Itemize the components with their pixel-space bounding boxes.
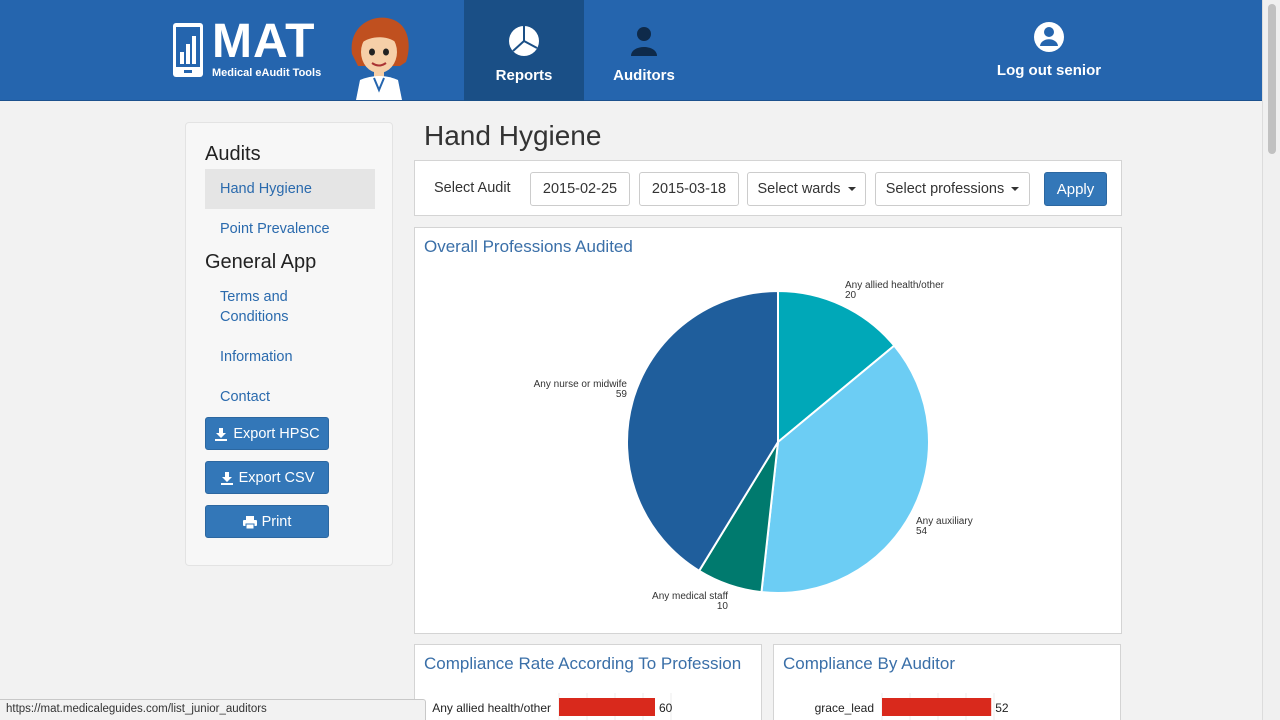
auditor-compliance-title: Compliance By Auditor <box>783 654 955 673</box>
select-wards-label: Select wards <box>757 181 841 197</box>
pie-slice-label: Any medical staff <box>652 591 728 602</box>
download-icon <box>220 471 233 485</box>
sidebar-heading-general-app: General App <box>205 251 317 273</box>
bar-value-label: 52 <box>995 701 1009 715</box>
filter-bar: Select Audit 2015-02-25 2015-03-18 Selec… <box>414 160 1122 216</box>
start-date-input[interactable]: 2015-02-25 <box>530 172 630 206</box>
nurse-mascot-icon <box>351 17 409 100</box>
user-circle-icon <box>1034 22 1064 52</box>
pie-chart-title: Overall Professions Audited <box>424 237 633 256</box>
auditor-compliance-chart: grace_lead 52 <box>815 693 1009 720</box>
nav-reports[interactable]: Reports <box>464 0 584 101</box>
download-icon <box>215 427 228 441</box>
nav-auditors-label: Auditors <box>613 67 675 84</box>
sidebar-item-terms[interactable]: Terms and <box>220 289 288 305</box>
page-scrollbar[interactable] <box>1262 0 1280 720</box>
pie-slice-value: 54 <box>916 526 928 537</box>
end-date-input[interactable]: 2015-03-18 <box>639 172 739 206</box>
select-wards-dropdown[interactable]: Select wards <box>747 172 866 206</box>
nav-reports-label: Reports <box>495 67 553 84</box>
select-professions-dropdown[interactable]: Select professions <box>875 172 1030 206</box>
select-audit-label: Select Audit <box>434 180 511 196</box>
sidebar-item-conditions[interactable]: Conditions <box>220 309 289 325</box>
pie-slice-value: 20 <box>845 290 857 301</box>
scrollbar-thumb[interactable] <box>1268 4 1276 154</box>
bar-category-label: Any allied health/other <box>432 701 551 715</box>
bar-category-label: grace_lead <box>815 701 874 715</box>
pie-slice-label: Any nurse or midwife <box>534 379 628 390</box>
brand-title: MAT <box>212 15 316 68</box>
sidebar-item-point-prevalence[interactable]: Point Prevalence <box>220 221 330 237</box>
pie-slice[interactable] <box>626 289 779 573</box>
profession-compliance-panel: Compliance Rate According To Profession … <box>414 644 762 720</box>
sidebar-item-contact[interactable]: Contact <box>220 389 270 405</box>
status-bar-url: https://mat.medicaleguides.com/list_juni… <box>0 699 426 720</box>
apply-button[interactable]: Apply <box>1044 172 1107 206</box>
pie-slice-label: Any auxiliary <box>916 516 973 527</box>
print-label: Print <box>261 513 292 530</box>
bar[interactable] <box>559 698 655 716</box>
pie-slice[interactable] <box>777 289 896 445</box>
auditor-compliance-panel: Compliance By Auditor grace_lead 52 <box>773 644 1121 720</box>
export-hpsc-button[interactable]: Export HPSC <box>205 417 329 450</box>
nav-logout-label: Log out senior <box>996 62 1102 79</box>
profession-compliance-chart: Any allied health/other 60 <box>432 693 673 720</box>
pie-chart-icon <box>509 26 539 56</box>
export-hpsc-label: Export HPSC <box>233 425 320 442</box>
pie-slice[interactable] <box>760 344 930 594</box>
nav-logout[interactable]: Log out senior <box>990 0 1108 101</box>
caret-down-icon <box>847 187 856 191</box>
top-navbar: MAT Medical eAudit Tools Reports Auditor… <box>0 0 1262 101</box>
profession-compliance-title: Compliance Rate According To Profession <box>424 654 742 673</box>
sidebar-item-hand-hygiene[interactable]: Hand Hygiene <box>205 169 375 209</box>
select-professions-label: Select professions <box>885 181 1005 197</box>
print-button[interactable]: Print <box>205 505 329 538</box>
user-icon <box>631 27 657 56</box>
export-csv-button[interactable]: Export CSV <box>205 461 329 494</box>
page-title: Hand Hygiene <box>424 120 602 151</box>
phone-icon <box>173 23 203 77</box>
brand-subtitle: Medical eAudit Tools <box>212 67 322 79</box>
pie-slice-label: Any allied health/other <box>845 280 945 291</box>
sidebar: Audits Hand Hygiene Point Prevalence Gen… <box>185 122 393 566</box>
pie-slice-value: 59 <box>616 389 628 400</box>
printer-icon <box>242 515 257 529</box>
sidebar-item-information[interactable]: Information <box>220 349 293 365</box>
caret-down-icon <box>1011 187 1020 191</box>
pie-slice-value: 10 <box>717 601 729 612</box>
bar-value-label: 60 <box>659 701 673 715</box>
export-csv-label: Export CSV <box>238 469 315 486</box>
nav-auditors[interactable]: Auditors <box>584 0 704 101</box>
sidebar-heading-audits: Audits <box>205 143 261 165</box>
pie-chart-panel: Overall Professions Audited Any allied h… <box>414 227 1122 634</box>
bar[interactable] <box>882 698 992 716</box>
